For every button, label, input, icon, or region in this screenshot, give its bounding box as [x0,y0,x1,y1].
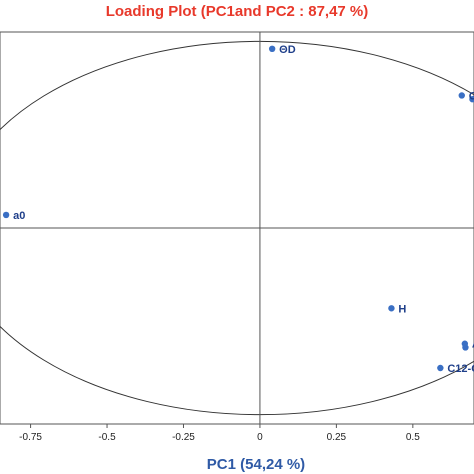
data-point [388,305,395,312]
data-point-label: a0 [13,210,25,222]
data-point-label: G [469,90,474,102]
data-point-label: H [398,303,406,315]
chart-title: Loading Plot (PC1and PC2 : 87,47 %) [106,3,369,20]
x-tick-label: 0.25 [327,432,347,443]
data-point [437,364,444,372]
data-point-label: A [472,339,474,351]
x-axis-label: PC1 (54,24 %) [207,456,305,473]
data-point [458,92,465,99]
x-tick-label: -0.75 [19,432,42,443]
data-point [268,45,276,52]
data-point-label: C12-C4 [447,363,474,375]
plot-frame [0,31,474,425]
x-tick-label: 0 [257,432,263,443]
x-tick-label: -0.5 [98,432,116,443]
points-layer: ΘD Ga0 H A C12-C4 [2,44,474,375]
x-tick-label: 0.5 [406,432,420,443]
data-point-label: ΘD [279,44,296,56]
data-point [461,340,469,347]
x-tick-label: -0.25 [172,432,195,443]
data-point [2,211,10,219]
data-point-extra-0 [469,96,474,103]
